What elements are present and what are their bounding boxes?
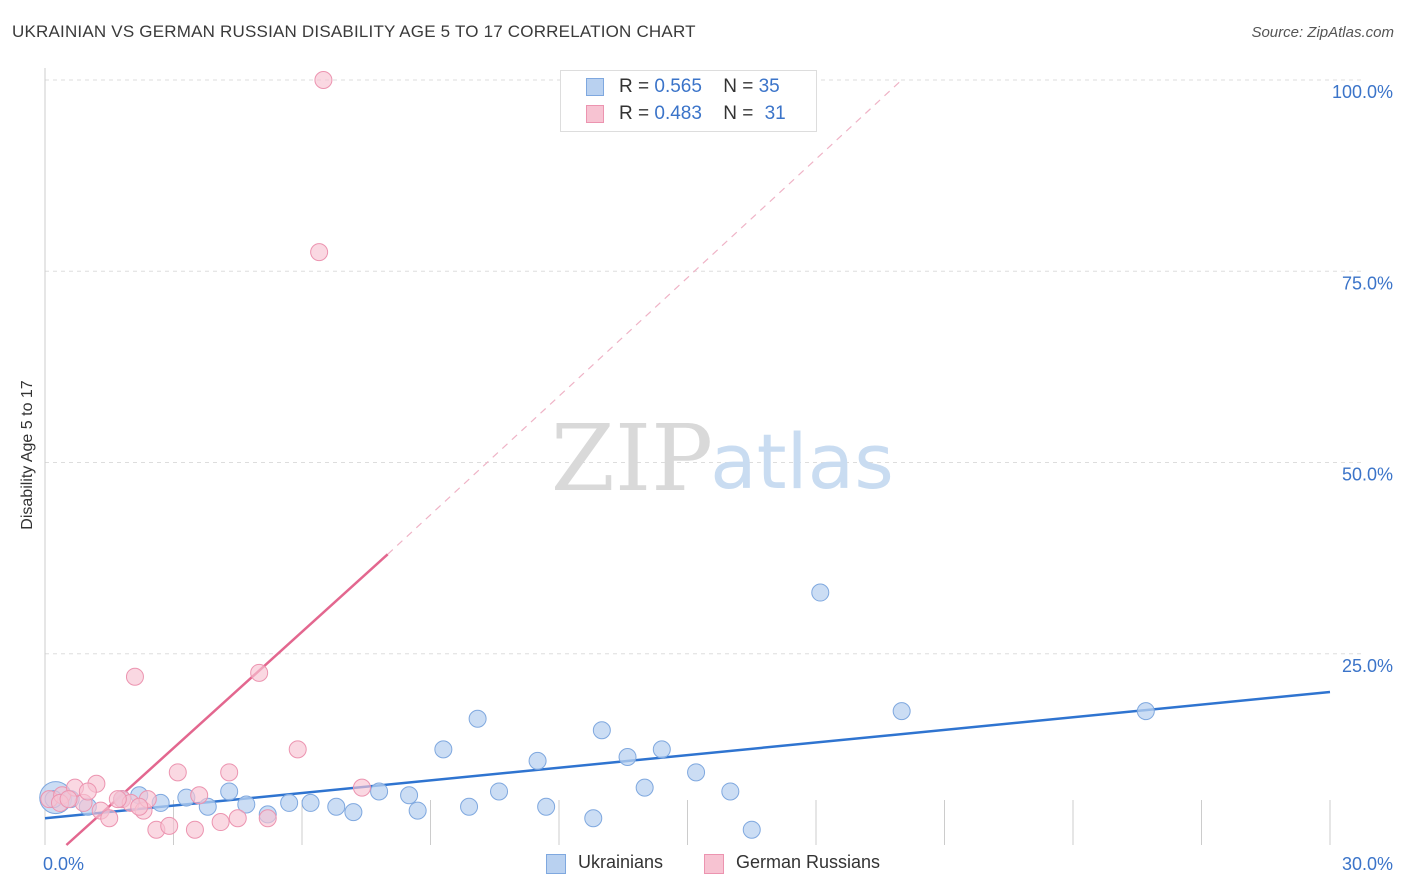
data-points <box>39 71 1155 839</box>
data-point-german-russians <box>108 790 127 809</box>
data-point-german-russians <box>100 809 119 828</box>
data-point-ukrainians <box>344 803 363 822</box>
data-point-ukrainians <box>460 797 479 816</box>
data-point-german-russians <box>228 809 247 828</box>
legend-n-value: 31 <box>764 103 786 124</box>
data-point-ukrainians <box>618 748 637 767</box>
data-point-german-russians <box>130 797 149 816</box>
data-point-ukrainians <box>721 782 740 801</box>
data-point-ukrainians <box>220 782 239 801</box>
data-point-ukrainians <box>434 740 453 759</box>
data-point-german-russians <box>78 782 97 801</box>
legend-label-german-russians: German Russians <box>736 852 881 872</box>
data-point-ukrainians <box>811 583 830 602</box>
source-label: Source: ZipAtlas.com <box>1251 24 1394 41</box>
data-point-ukrainians <box>327 797 346 816</box>
data-point-german-russians <box>314 71 333 89</box>
legend-label-ukrainians: Ukrainians <box>578 852 664 872</box>
data-point-ukrainians <box>537 797 556 816</box>
y-tick-label: 25.0% <box>1342 656 1393 676</box>
data-point-german-russians <box>211 813 230 832</box>
data-point-ukrainians <box>1136 702 1155 721</box>
legend-swatch-pink <box>704 854 724 874</box>
y-tick-label: 50.0% <box>1342 465 1393 485</box>
data-point-german-russians <box>59 790 78 809</box>
data-point-ukrainians <box>237 795 256 814</box>
data-point-ukrainians <box>301 793 320 812</box>
data-point-ukrainians <box>584 809 603 828</box>
data-point-ukrainians <box>400 786 419 805</box>
legend-r-label: R = <box>619 76 655 97</box>
data-point-ukrainians <box>468 709 487 728</box>
data-point-german-russians <box>220 763 239 782</box>
data-point-german-russians <box>185 820 204 839</box>
legend-r-label: R = <box>619 103 655 124</box>
data-point-ukrainians <box>652 740 671 759</box>
legend-swatch-blue <box>586 78 604 96</box>
axes <box>44 68 1331 845</box>
legend-n-value: 35 <box>758 76 780 97</box>
chart-title: UKRAINIAN VS GERMAN RUSSIAN DISABILITY A… <box>12 22 696 41</box>
data-point-german-russians <box>190 786 209 805</box>
data-point-ukrainians <box>280 793 299 812</box>
legend-swatch-pink <box>586 105 604 123</box>
data-point-ukrainians <box>370 782 389 801</box>
data-point-ukrainians <box>408 801 427 820</box>
data-point-ukrainians <box>528 751 547 770</box>
data-point-german-russians <box>258 809 277 828</box>
tick-labels: 25.0% 50.0% 75.0% 100.0% 0.0% 30.0% <box>43 82 1393 874</box>
data-point-german-russians <box>125 667 144 686</box>
y-tick-label: 75.0% <box>1342 273 1393 293</box>
watermark-atlas: atlas <box>710 417 894 506</box>
legend-r-value: 0.483 <box>654 103 702 124</box>
data-point-german-russians <box>160 816 179 835</box>
legend-n-label: N = <box>723 76 759 97</box>
y-tick-label: 100.0% <box>1332 82 1393 102</box>
data-point-german-russians <box>168 763 187 782</box>
data-point-ukrainians <box>742 820 761 839</box>
watermark: ZIP atlas <box>551 405 894 512</box>
x-tick-label-max: 30.0% <box>1342 854 1393 874</box>
data-point-ukrainians <box>635 778 654 797</box>
data-point-ukrainians <box>490 782 509 801</box>
data-point-ukrainians <box>592 721 611 740</box>
legend-n-label: N = <box>723 103 759 124</box>
correlation-legend: R = 0.565 N = 35 R = 0.483 N = 31 <box>560 70 817 132</box>
trend-line-ukrainians <box>44 690 1331 820</box>
data-point-ukrainians <box>687 763 706 782</box>
grid <box>45 79 1365 655</box>
data-point-german-russians <box>310 243 329 262</box>
data-point-german-russians <box>352 778 371 797</box>
data-point-german-russians <box>288 740 307 759</box>
legend-r-value: 0.565 <box>654 76 702 97</box>
legend-swatch-blue <box>546 854 566 874</box>
x-tick-label-min: 0.0% <box>43 854 84 874</box>
watermark-zip: ZIP <box>551 405 713 512</box>
data-point-german-russians <box>250 663 269 682</box>
data-point-ukrainians <box>892 702 911 721</box>
